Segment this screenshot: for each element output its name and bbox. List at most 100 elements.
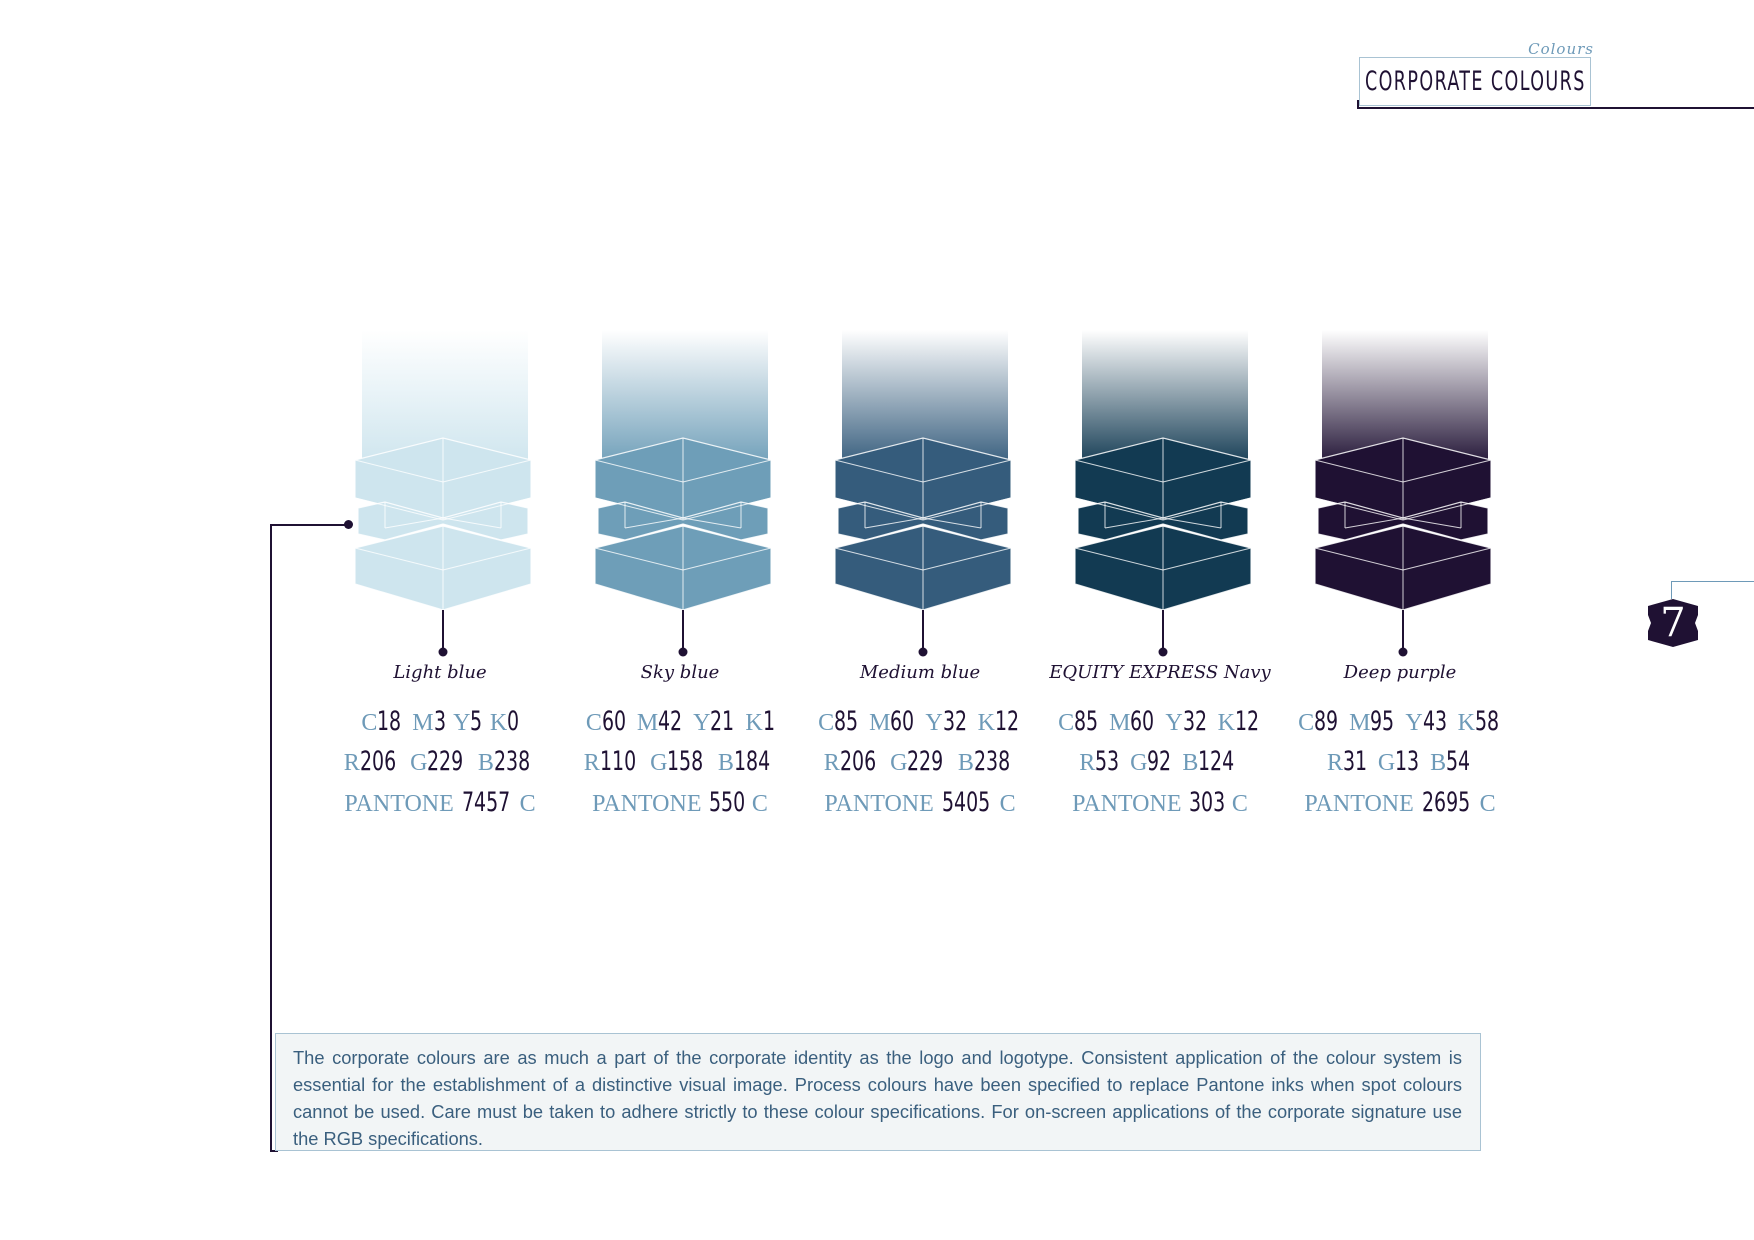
cmyk-y-value: 32 [942, 706, 967, 737]
page-marker-line [1671, 581, 1754, 582]
cmyk-k-value: 12 [994, 706, 1020, 737]
pantone-code: 550 [709, 787, 746, 818]
cmyk-spec: C85 M60 Y32 K12 [1010, 708, 1310, 735]
cmyk-m-value: 95 [1370, 706, 1395, 737]
cmyk-spec: C85 M60 Y32 K12 [770, 708, 1070, 735]
rgb-r-label: R [1079, 750, 1096, 776]
cmyk-y-label: Y [925, 710, 943, 736]
cmyk-spec: C89 M95 Y43 K58 [1250, 708, 1550, 735]
rgb-r-value: 206 [839, 746, 876, 777]
cmyk-c-value: 18 [377, 706, 402, 737]
cmyk-c-label: C [361, 710, 378, 736]
pantone-spec: PANTONE 303 C [1010, 789, 1310, 816]
description-panel: The corporate colours are as much a part… [275, 1033, 1481, 1151]
rgb-b-label: B [1430, 750, 1447, 776]
pantone-label: PANTONE [824, 791, 934, 817]
rgb-g-label: G [650, 750, 668, 776]
rgb-b-value: 184 [733, 746, 771, 777]
stacked-blocks-icon [1074, 437, 1252, 657]
cmyk-m-label: M [1109, 710, 1131, 736]
colour-name: Light blue [393, 662, 487, 683]
cmyk-c-value: 89 [1314, 706, 1339, 737]
rgb-r-value: 206 [359, 746, 396, 777]
cmyk-m-label: M [869, 710, 891, 736]
cmyk-c-value: 85 [1074, 706, 1099, 737]
cmyk-c-label: C [818, 710, 835, 736]
rgb-b-label: B [1182, 750, 1199, 776]
cmyk-k-label: K [1457, 710, 1475, 736]
rgb-b-value: 124 [1198, 746, 1235, 777]
rgb-g-label: G [1130, 750, 1148, 776]
rgb-r-value: 31 [1342, 746, 1368, 777]
pantone-spec: PANTONE 5405 C [770, 789, 1070, 816]
pantone-spec: PANTONE 2695 C [1250, 789, 1550, 816]
pantone-code: 303 [1189, 787, 1226, 818]
header-rule-tick [1357, 100, 1359, 109]
cmyk-y-label: Y [1165, 710, 1183, 736]
cmyk-k-value: 1 [762, 706, 775, 737]
rgb-g-value: 158 [667, 746, 704, 777]
rgb-g-value: 229 [907, 746, 944, 777]
pantone-label: PANTONE [592, 791, 702, 817]
connector-line-vertical [270, 524, 272, 1152]
rgb-r-label: R [343, 750, 360, 776]
cmyk-k-value: 58 [1474, 706, 1500, 737]
stacked-blocks-icon [1314, 437, 1492, 657]
rgb-g-value: 92 [1147, 746, 1172, 777]
cmyk-spec: C60 M42 Y21 K1 [530, 708, 830, 735]
rgb-spec: R206 G229 B238 [770, 748, 1070, 775]
pantone-suffix: C [999, 791, 1016, 817]
colour-name: EQUITY EXPRESS Navy [1049, 662, 1271, 683]
page-marker-line-vertical [1671, 581, 1672, 599]
cmyk-k-label: K [977, 710, 995, 736]
pantone-label: PANTONE [344, 791, 454, 817]
pantone-suffix: C [1231, 791, 1248, 817]
stacked-blocks-icon [594, 437, 772, 657]
cmyk-y-value: 5 [470, 706, 483, 737]
cmyk-k-label: K [1217, 710, 1235, 736]
rgb-r-label: R [823, 750, 840, 776]
cmyk-c-value: 85 [834, 706, 859, 737]
cmyk-c-label: C [1058, 710, 1075, 736]
rgb-b-value: 238 [973, 746, 1011, 777]
rgb-spec: R31 G13 B54 [1250, 748, 1550, 775]
rgb-r-label: R [1326, 750, 1343, 776]
rgb-b-label: B [957, 750, 974, 776]
cmyk-y-label: Y [1405, 710, 1423, 736]
cmyk-m-label: M [412, 710, 434, 736]
stacked-blocks-icon [354, 437, 532, 657]
cmyk-m-value: 60 [1130, 706, 1155, 737]
cmyk-m-value: 3 [433, 706, 446, 737]
page-number-badge: 7 [1645, 598, 1701, 648]
connector-foot [270, 1150, 278, 1152]
cmyk-m-label: M [636, 710, 659, 736]
pantone-label: PANTONE [1072, 791, 1182, 817]
rgb-g-value: 229 [427, 746, 464, 777]
rgb-b-value: 54 [1446, 746, 1471, 777]
pantone-code: 2695 [1421, 787, 1470, 818]
cmyk-y-value: 43 [1422, 706, 1447, 737]
rgb-spec: R53 G92 B124 [1010, 748, 1310, 775]
cmyk-k-value: 0 [507, 706, 520, 737]
rgb-r-label: R [583, 750, 600, 776]
rgb-spec: R206 G229 B238 [290, 748, 590, 775]
pantone-label: PANTONE [1304, 791, 1414, 817]
rgb-spec: R110 G158 B184 [530, 748, 830, 775]
cmyk-k-value: 12 [1234, 706, 1260, 737]
pantone-code: 5405 [941, 787, 990, 818]
rgb-r-value: 53 [1095, 746, 1120, 777]
cmyk-y-label: Y [453, 710, 471, 736]
pantone-suffix: C [751, 791, 768, 817]
rgb-b-label: B [717, 750, 734, 776]
rgb-g-label: G [1377, 750, 1396, 776]
colour-name: Sky blue [640, 662, 720, 683]
rgb-r-value: 110 [599, 746, 636, 777]
rgb-b-label: B [477, 750, 494, 776]
connector-dot [344, 520, 353, 529]
colour-name: Deep purple [1343, 662, 1457, 683]
rgb-b-value: 238 [493, 746, 531, 777]
cmyk-k-label: K [489, 710, 508, 736]
cmyk-spec: C18 M3 Y5 K0 [290, 708, 590, 735]
cmyk-m-value: 42 [658, 706, 683, 737]
cmyk-m-value: 60 [890, 706, 915, 737]
